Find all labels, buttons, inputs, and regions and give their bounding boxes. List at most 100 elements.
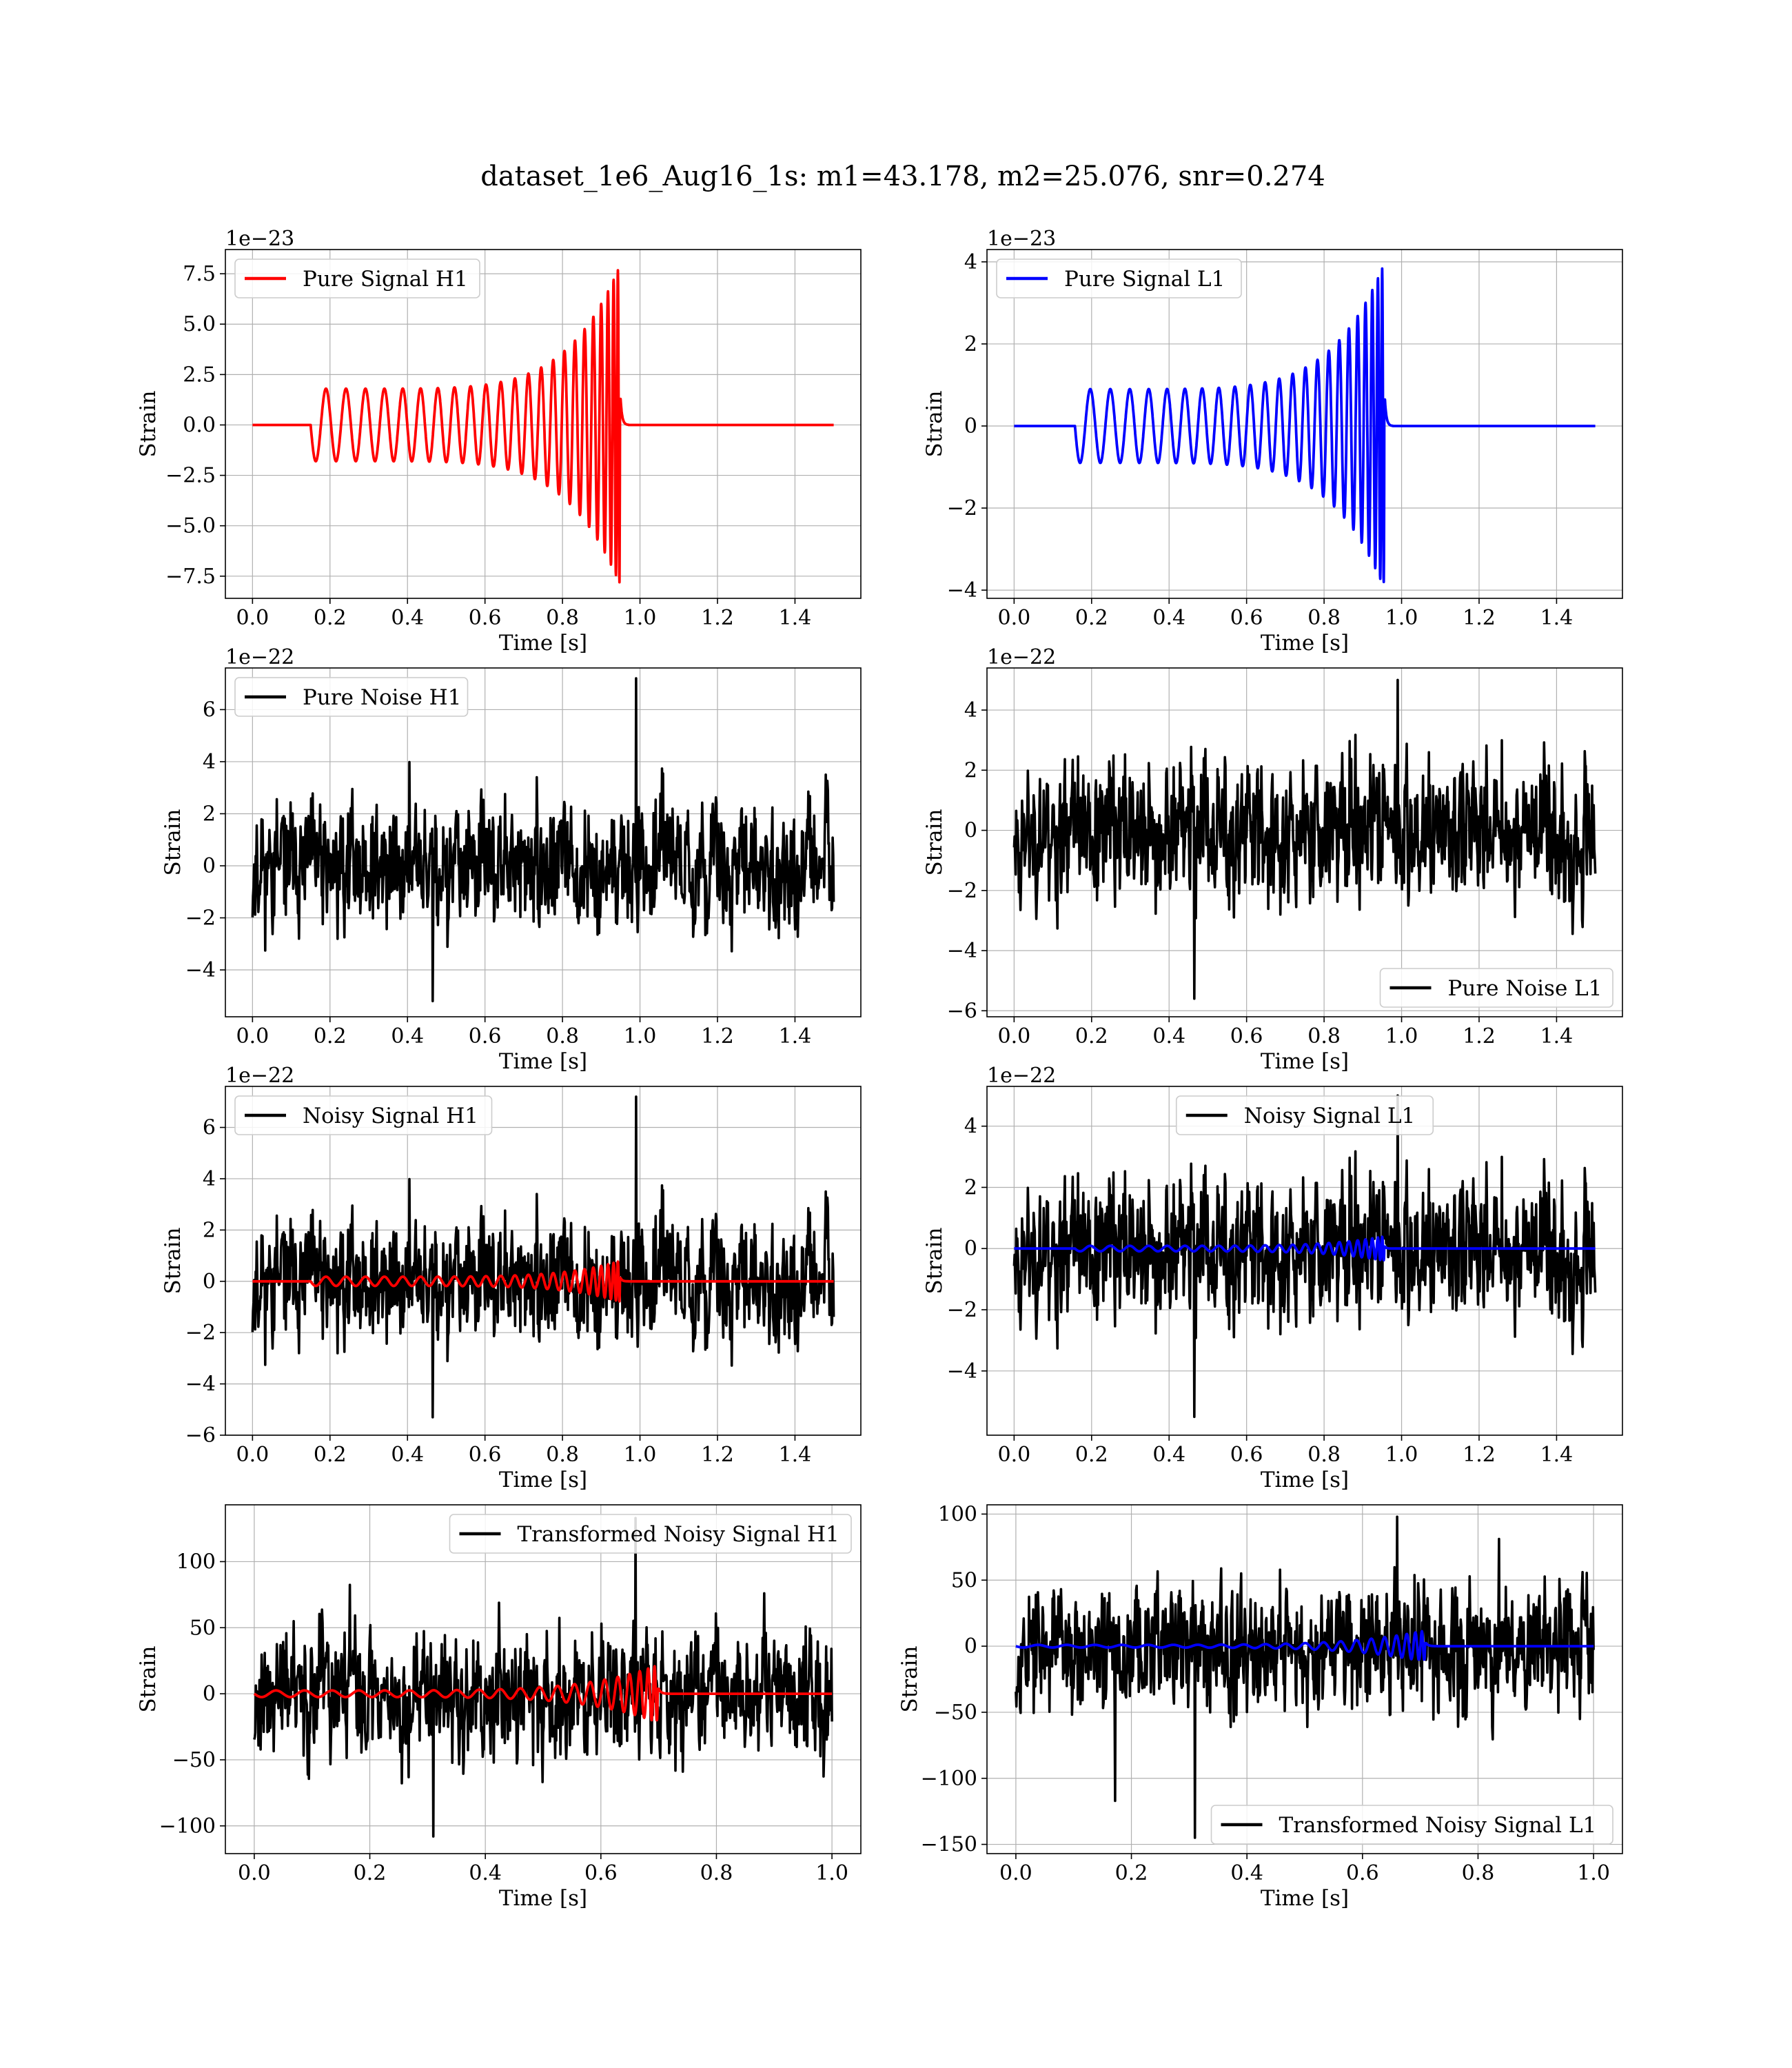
- x-tick-label: 1.2: [701, 1443, 734, 1467]
- series-line-signal: [1012, 1235, 1597, 1261]
- x-tick-label: 1.0: [624, 1443, 657, 1467]
- axes-frame: [986, 249, 1623, 599]
- x-tick-label: 0.4: [391, 606, 424, 630]
- y-tick-label: −7.5: [165, 565, 216, 589]
- x-tick-label: 0.2: [314, 1024, 347, 1048]
- legend-box: [1210, 1805, 1613, 1845]
- x-tick-label: 1.4: [1540, 1443, 1574, 1467]
- series-line-noise: [1012, 678, 1597, 1000]
- y-tick-label: 0.0: [183, 413, 216, 437]
- y-tick-label: 5.0: [183, 312, 216, 336]
- y-tick-label: 0: [203, 1682, 216, 1706]
- legend: Noisy Signal H1: [234, 1095, 493, 1135]
- y-tick-label: 100: [938, 1502, 977, 1526]
- axes-frame: [225, 1086, 862, 1436]
- legend-box: [1379, 968, 1613, 1008]
- legend-box: [234, 677, 469, 717]
- x-tick-label: 0.4: [1152, 606, 1185, 630]
- y-tick-label: 50: [951, 1568, 977, 1592]
- x-tick-label: 1.4: [1540, 606, 1574, 630]
- y-tick-label: 4: [203, 750, 216, 774]
- legend-entry: Transformed Noisy Signal L1: [1279, 1813, 1597, 1838]
- y-tick-label: −4: [947, 1359, 977, 1383]
- x-tick-label: 0.6: [1346, 1861, 1379, 1885]
- x-axis-label: Time [s]: [499, 1468, 587, 1492]
- legend-box: [234, 258, 480, 298]
- y-tick-label: −6: [947, 999, 977, 1023]
- y-tick-label: −50: [934, 1701, 977, 1725]
- y-tick-label: 100: [176, 1550, 216, 1574]
- x-tick-label: 0.6: [469, 606, 502, 630]
- y-tick-label: −100: [159, 1814, 216, 1838]
- pure-noise-h1-panel: 0.0 0.2 0.4 0.6 0.8 1.0 1.2 1.4 −4 −2 0 2 4 6 Time [s]…: [161, 645, 862, 1074]
- y-tick-label: 2: [203, 1218, 216, 1242]
- series-line-noise: [1015, 1515, 1595, 1839]
- y-tick-label: 4: [203, 1167, 216, 1191]
- x-tick-label: 0.8: [1307, 1443, 1341, 1467]
- series-line-noise: [251, 677, 835, 1003]
- legend-entry: Noisy Signal H1: [303, 1104, 478, 1128]
- x-tick-label: 0.6: [1230, 606, 1263, 630]
- y-tick-label: 2.5: [183, 363, 216, 387]
- axes-frame: [986, 1504, 1623, 1854]
- axes-frame: [986, 1086, 1623, 1436]
- x-tick-label: 1.0: [815, 1861, 848, 1885]
- x-tick-label: 0.6: [584, 1861, 618, 1885]
- x-tick-label: 1.0: [624, 1024, 657, 1048]
- y-tick-label: −2: [947, 496, 977, 520]
- x-tick-label: 0.2: [1075, 606, 1108, 630]
- x-tick-label: 1.2: [1463, 1024, 1496, 1048]
- y-tick-label: −2: [185, 1321, 216, 1345]
- x-axis-label: Time [s]: [499, 1049, 587, 1074]
- y-tick-label: 0: [203, 1270, 216, 1294]
- x-tick-label: 0.4: [1152, 1024, 1185, 1048]
- y-tick-label: 0: [203, 854, 216, 878]
- y-tick-label: −5.0: [165, 514, 216, 538]
- x-tick-label: 0.0: [997, 1024, 1030, 1048]
- x-tick-label: 0.8: [546, 1443, 579, 1467]
- x-tick-label: 0.4: [1152, 1443, 1185, 1467]
- y-tick-label: 2: [964, 332, 977, 356]
- pure-signal-l1-panel: 0.0 0.2 0.4 0.6 0.8 1.0 1.2 1.4 −4 −2 0 2 4 Time [s] S…: [922, 227, 1623, 656]
- legend: Pure Noise L1: [1379, 968, 1613, 1008]
- y-tick-label: 2: [964, 758, 977, 782]
- y-tick-label: 2: [203, 802, 216, 826]
- series-line-noise: [1012, 1094, 1597, 1419]
- series-line-noise: [253, 1517, 833, 1838]
- series-line-noise: [251, 1095, 835, 1419]
- x-tick-label: 1.4: [779, 1024, 812, 1048]
- y-tick-label: 0: [964, 1237, 977, 1261]
- figure-title: dataset_1e6_Aug16_1s: m1=43.178, m2=25.0…: [480, 161, 1325, 192]
- y-tick-label: −2: [947, 879, 977, 903]
- y-tick-label: −150: [921, 1833, 977, 1857]
- x-tick-label: 1.4: [779, 1443, 812, 1467]
- x-tick-label: 0.8: [1307, 606, 1341, 630]
- x-tick-label: 0.0: [999, 1861, 1032, 1885]
- axes-frame: [225, 1504, 862, 1854]
- pure-signal-h1-panel: 0.0 0.2 0.4 0.6 0.8 1.0 1.2 1.4 −7.5 −5.0 −2.5 0.0 2…: [136, 227, 862, 656]
- x-tick-label: 0.2: [1075, 1443, 1108, 1467]
- y-tick-label: −50: [172, 1748, 216, 1772]
- legend-entry: Transformed Noisy Signal H1: [518, 1522, 839, 1547]
- y-tick-label: 4: [964, 1115, 977, 1139]
- x-tick-label: 0.4: [391, 1443, 424, 1467]
- axes-frame: [986, 667, 1623, 1017]
- x-tick-label: 1.2: [701, 606, 734, 630]
- x-tick-label: 0.4: [1230, 1861, 1263, 1885]
- y-tick-label: −4: [947, 939, 977, 963]
- y-tick-label: −2: [185, 906, 216, 931]
- y-tick-label: −4: [947, 578, 977, 602]
- axis-offset-text: 1e−23: [225, 227, 294, 251]
- y-tick-label: 50: [190, 1616, 216, 1640]
- legend-entry: Noisy Signal L1: [1244, 1104, 1416, 1128]
- y-tick-label: 0: [964, 414, 977, 438]
- x-tick-label: 0.0: [236, 1443, 269, 1467]
- y-axis-label: Strain: [136, 391, 161, 458]
- x-tick-label: 1.0: [1385, 606, 1418, 630]
- x-tick-label: 0.6: [469, 1443, 502, 1467]
- y-axis-label: Strain: [897, 1646, 922, 1713]
- x-tick-label: 1.4: [779, 606, 812, 630]
- x-tick-label: 0.6: [1230, 1443, 1263, 1467]
- pure-noise-l1-panel: 0.0 0.2 0.4 0.6 0.8 1.0 1.2 1.4 −6 −4 −2 0 2 4 Time [s…: [922, 645, 1623, 1074]
- axis-offset-text: 1e−22: [225, 1064, 294, 1088]
